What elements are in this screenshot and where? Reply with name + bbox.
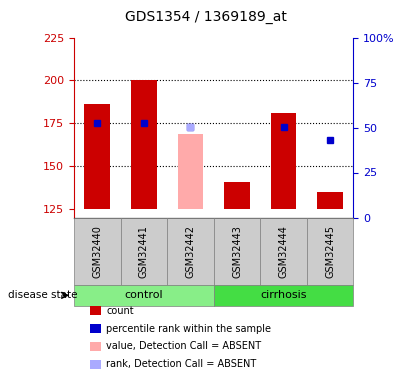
Text: GSM32440: GSM32440 — [92, 225, 102, 278]
Text: control: control — [125, 290, 163, 300]
Bar — [271, 113, 296, 209]
Bar — [131, 80, 157, 209]
Text: cirrhosis: cirrhosis — [260, 290, 307, 300]
Text: GSM32444: GSM32444 — [279, 225, 289, 278]
Bar — [224, 182, 250, 209]
Text: GSM32443: GSM32443 — [232, 225, 242, 278]
Text: value, Detection Call = ABSENT: value, Detection Call = ABSENT — [106, 342, 261, 351]
Text: percentile rank within the sample: percentile rank within the sample — [106, 324, 271, 333]
Text: GSM32442: GSM32442 — [185, 225, 195, 278]
Text: count: count — [106, 306, 134, 315]
Text: disease state: disease state — [8, 290, 78, 300]
Bar — [317, 192, 343, 209]
Text: GDS1354 / 1369189_at: GDS1354 / 1369189_at — [125, 10, 286, 24]
Bar — [85, 104, 110, 209]
Text: GSM32445: GSM32445 — [325, 225, 335, 278]
Text: rank, Detection Call = ABSENT: rank, Detection Call = ABSENT — [106, 360, 256, 369]
Bar — [178, 134, 203, 209]
Text: GSM32441: GSM32441 — [139, 225, 149, 278]
